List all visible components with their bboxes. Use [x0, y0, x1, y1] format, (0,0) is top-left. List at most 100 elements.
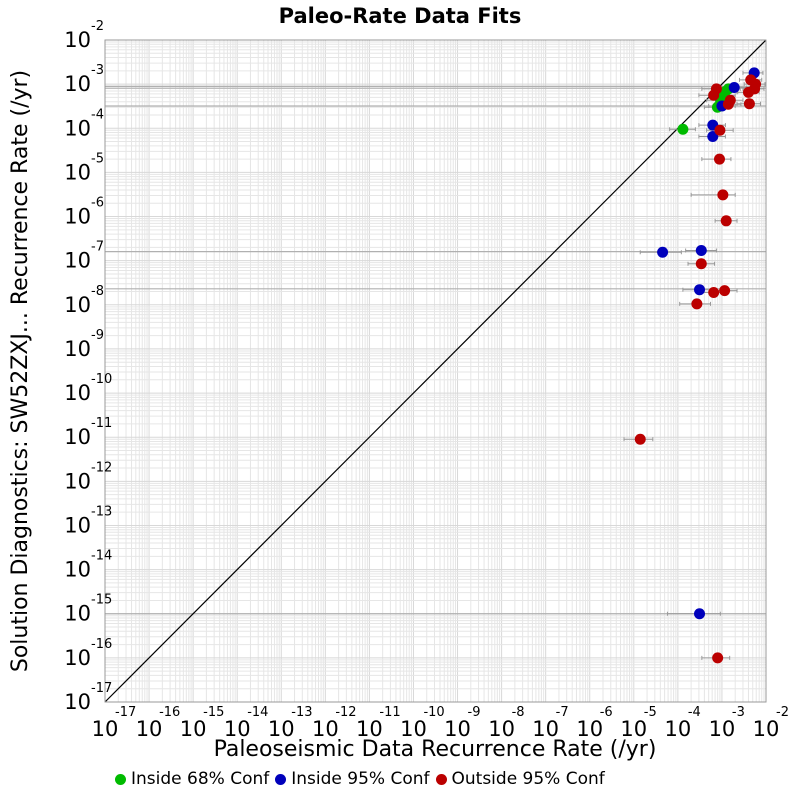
y-tick-label: 10	[64, 293, 91, 317]
x-tick-exponent: -9	[468, 705, 481, 720]
data-point	[657, 246, 669, 258]
x-tick-exponent: -5	[644, 705, 657, 720]
data-point	[722, 98, 734, 110]
y-tick-label: 10	[64, 513, 91, 537]
x-tick-label: 10	[664, 717, 691, 741]
legend-marker-red	[435, 773, 447, 785]
legend-item-outside-95: Outside 95% Conf	[435, 769, 605, 789]
legend-label: Inside 68% Conf	[131, 769, 270, 789]
x-tick-label: 10	[136, 717, 163, 741]
y-tick-exponent: -3	[91, 63, 104, 78]
x-tick-exponent: -8	[512, 705, 525, 720]
data-point	[713, 153, 725, 165]
x-tick-exponent: -11	[379, 705, 400, 720]
x-tick-label: 10	[356, 717, 383, 741]
x-tick-label: 10	[576, 717, 603, 741]
x-tick-label: 10	[180, 717, 207, 741]
data-point	[720, 215, 732, 227]
x-tick-label: 10	[268, 717, 295, 741]
horizontal-range-lines	[105, 85, 766, 615]
plot-border	[104, 39, 767, 703]
data-point	[708, 89, 720, 101]
y-tick-label: 10	[64, 28, 91, 52]
data-point	[708, 286, 720, 298]
x-tick-exponent: -15	[203, 705, 224, 720]
y-tick-exponent: -13	[91, 504, 112, 519]
y-axis-label: Solution Diagnostics: SW52ZXJ... Recurre…	[8, 70, 33, 672]
data-point	[707, 131, 719, 143]
y-tick-exponent: -12	[91, 460, 112, 475]
data-point	[719, 285, 731, 297]
y-tick-exponent: -17	[91, 681, 112, 696]
data-points	[634, 67, 762, 664]
y-tick-label: 10	[64, 602, 91, 626]
y-tick-exponent: -5	[91, 151, 104, 166]
y-tick-exponent: -7	[91, 240, 104, 255]
chart-title: Paleo-Rate Data Fits	[279, 4, 522, 28]
y-tick-label: 10	[64, 690, 91, 714]
reference-line-y-equals-x	[104, 39, 767, 703]
data-point	[714, 124, 726, 136]
x-tick-exponent: -13	[291, 705, 312, 720]
y-tick-label: 10	[64, 249, 91, 273]
x-tick-exponent: -17	[115, 705, 136, 720]
y-tick-exponent: -6	[91, 196, 104, 211]
legend-item-inside-95: Inside 95% Conf	[275, 769, 430, 789]
data-point	[691, 298, 703, 310]
x-tick-exponent: -16	[159, 705, 180, 720]
x-tick-label: 10	[488, 717, 515, 741]
legend: Inside 68% Conf Inside 95% Conf Outside …	[115, 767, 605, 791]
y-tick-exponent: -9	[91, 328, 104, 343]
x-tick-label: 10	[400, 717, 427, 741]
y-tick-label: 10	[64, 425, 91, 449]
y-tick-label: 10	[64, 646, 91, 670]
y-tick-label: 10	[64, 337, 91, 361]
y-tick-exponent: -4	[91, 107, 104, 122]
x-tick-exponent: -2	[776, 705, 789, 720]
y-tick-label: 10	[64, 116, 91, 140]
x-tick-labels: 10-1710-1610-1510-1410-1310-1210-1110-10…	[92, 705, 789, 741]
x-tick-exponent: -10	[423, 705, 444, 720]
data-point	[695, 258, 707, 270]
data-point	[677, 123, 689, 135]
chart: Paleo-Rate Data Fits 10-1710-1610-1510-1…	[8, 4, 789, 762]
x-axis-label: Paleoseismic Data Recurrence Rate (/yr)	[214, 737, 657, 762]
y-tick-exponent: -14	[91, 549, 112, 564]
y-tick-label: 10	[64, 381, 91, 405]
legend-marker-green	[115, 773, 126, 785]
data-point	[717, 189, 729, 201]
y-tick-label: 10	[64, 205, 91, 229]
data-point	[695, 244, 707, 256]
y-tick-exponent: -11	[91, 416, 112, 431]
x-tick-label: 10	[92, 717, 119, 741]
x-tick-label: 10	[312, 717, 339, 741]
x-tick-exponent: -14	[247, 705, 268, 720]
y-tick-exponent: -8	[91, 284, 104, 299]
y-tick-exponent: -16	[91, 637, 112, 652]
legend-label: Outside 95% Conf	[451, 769, 605, 789]
y-tick-exponent: -15	[91, 593, 112, 608]
x-tick-label: 10	[753, 717, 780, 741]
data-point	[634, 433, 646, 445]
legend-item-inside-68: Inside 68% Conf	[115, 769, 269, 789]
y-tick-labels: 10-210-310-410-510-610-710-810-910-1010-…	[64, 19, 112, 714]
data-point	[712, 652, 724, 664]
x-tick-exponent: -7	[556, 705, 569, 720]
x-tick-label: 10	[444, 717, 471, 741]
data-point	[728, 81, 740, 93]
y-tick-exponent: -2	[91, 19, 104, 34]
y-tick-label: 10	[64, 558, 91, 582]
data-point	[743, 98, 755, 110]
x-tick-exponent: -6	[600, 705, 613, 720]
x-tick-exponent: -4	[688, 705, 701, 720]
x-tick-label: 10	[620, 717, 647, 741]
grid	[104, 40, 766, 703]
y-tick-label: 10	[64, 72, 91, 96]
x-tick-exponent: -12	[335, 705, 356, 720]
data-point	[742, 86, 754, 98]
legend-marker-blue	[275, 773, 287, 785]
y-tick-label: 10	[64, 160, 91, 184]
x-tick-label: 10	[532, 717, 559, 741]
y-tick-label: 10	[64, 469, 91, 493]
y-tick-exponent: -10	[91, 372, 112, 387]
